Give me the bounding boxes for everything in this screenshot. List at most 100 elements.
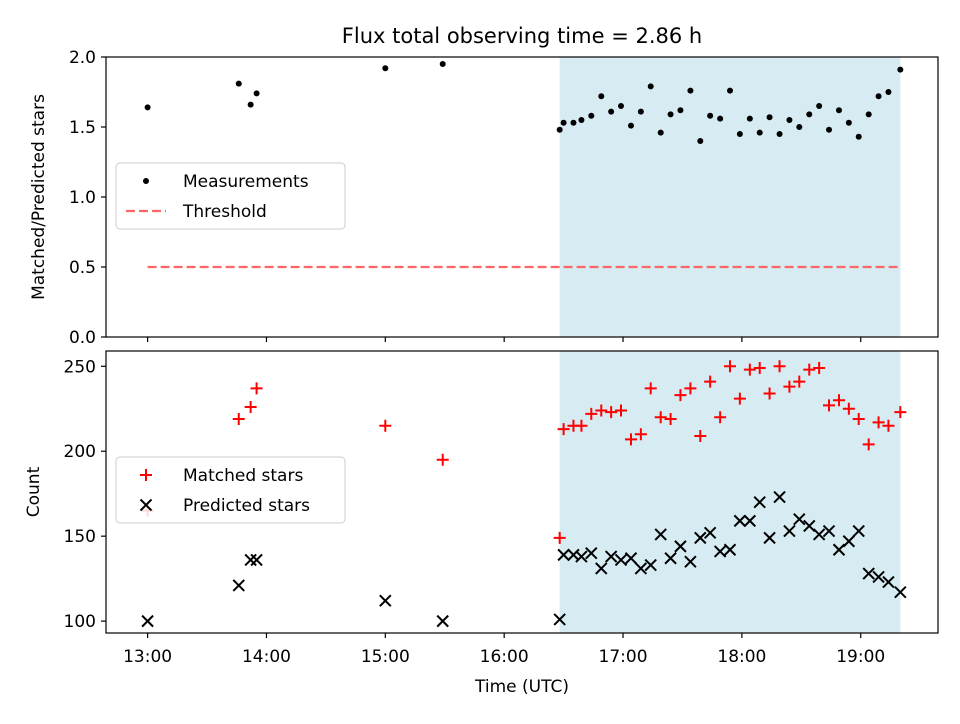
measurements-point [855, 133, 862, 140]
predicted-stars-point [872, 570, 885, 584]
measurements-point [746, 115, 753, 122]
measurements-point [766, 114, 773, 121]
legend-marker [143, 178, 149, 184]
matched-stars-point [783, 380, 796, 393]
predicted-stars-point [557, 548, 570, 562]
predicted-stars-point [595, 562, 608, 575]
predicted-stars-point [674, 540, 687, 553]
predicted-stars-point [232, 579, 245, 592]
predicted-stars-point [664, 552, 677, 565]
matched-stars-point [832, 394, 845, 407]
measurements-point [598, 93, 605, 100]
measurements-point [835, 107, 842, 114]
matched-stars-point [664, 412, 677, 425]
y-tick-label: 0.5 [69, 258, 96, 278]
matched-stars-point [634, 428, 647, 441]
measurements-point [627, 122, 634, 129]
predicted-stars-point [654, 528, 667, 541]
x-tick-label: 14:00 [242, 647, 291, 667]
predicted-stars-point [773, 490, 786, 504]
matched-stars-point [595, 404, 608, 417]
observing-window-span [559, 351, 901, 633]
y-tick-label: 200 [64, 442, 96, 462]
matched-stars-point [654, 411, 667, 424]
measurements-point [608, 108, 615, 115]
matched-stars-point [872, 416, 885, 429]
predicted-stars-point [644, 558, 657, 572]
legend-marker [140, 469, 152, 481]
measurements-point [875, 93, 882, 100]
matched-stars-point [733, 392, 746, 405]
predicted-stars-point [832, 543, 846, 556]
matched-stars-point [684, 382, 697, 395]
measurements-point [786, 117, 793, 123]
predicted-stars-point [743, 514, 757, 528]
measurements-point [806, 111, 813, 118]
observing-window-span [559, 57, 901, 337]
x-tick-label: 16:00 [480, 647, 529, 667]
y-tick-label: 250 [64, 357, 96, 377]
measurements-point [677, 107, 684, 114]
measurements-point [618, 103, 625, 109]
y-tick-label: 0.0 [69, 328, 96, 348]
bottom-y-axis-label: Count [24, 466, 44, 517]
measurements-point [657, 129, 664, 136]
predicted-stars-point [244, 553, 257, 567]
legend-box [115, 162, 346, 230]
matched-stars-point [244, 401, 257, 414]
predicted-stars-point [614, 553, 628, 567]
matched-stars-point [743, 363, 756, 376]
predicted-stars-point [753, 495, 766, 509]
matched-stars-point [615, 404, 628, 417]
measurements-point [736, 131, 743, 137]
matched-stars-point [624, 433, 637, 446]
x-tick-label: 13:00 [123, 647, 172, 667]
matched-stars-point [724, 360, 736, 373]
predicted-stars-point [436, 614, 449, 628]
measurements-point [707, 112, 714, 119]
chart-title: Flux total observing time = 2.86 h [342, 24, 702, 48]
matched-stars-point [763, 387, 776, 400]
predicted-stars-point [852, 524, 865, 538]
measurements-point [556, 126, 563, 133]
measurements-point [826, 126, 833, 133]
measurements-point [560, 119, 567, 126]
measurements-point [717, 115, 724, 122]
predicted-stars-point [822, 524, 836, 538]
legend-label: Measurements [183, 172, 309, 192]
matched-stars-point [704, 375, 717, 388]
top-y-axis-label: Matched/Predicted stars [29, 94, 49, 300]
matched-stars-point [773, 360, 786, 373]
predicted-stars-point [553, 613, 566, 626]
measurements-point [144, 104, 151, 111]
legend-label: Threshold [182, 202, 267, 222]
matched-stars-point [894, 406, 907, 419]
predicted-stars-point [733, 514, 747, 528]
matched-stars-point [379, 419, 392, 432]
matched-stars-point [557, 423, 570, 436]
y-tick-label: 2.0 [69, 48, 96, 68]
measurements-point [727, 87, 733, 94]
measurements-point [647, 83, 654, 90]
matched-stars-point [714, 411, 727, 424]
matched-stars-point [553, 531, 566, 544]
measurements-point [235, 80, 242, 87]
matched-stars-point [753, 361, 766, 374]
measurements-point [247, 101, 254, 108]
predicted-stars-point [723, 543, 737, 556]
matched-stars-point [250, 382, 263, 395]
predicted-stars-point [624, 552, 638, 565]
predicted-stars-point [703, 526, 717, 539]
measurements-point [756, 129, 763, 136]
predicted-stars-point [812, 528, 826, 541]
matched-stars-point [882, 419, 895, 432]
measurements-point [897, 66, 904, 73]
matched-stars-point [674, 389, 687, 402]
x-tick-label: 15:00 [361, 647, 410, 667]
legend-label: Matched stars [183, 466, 303, 486]
matched-stars-point [813, 361, 826, 374]
measurements-point [816, 103, 823, 109]
matched-stars-point [852, 412, 865, 425]
predicted-stars-point [604, 550, 618, 563]
predicted-stars-point [842, 535, 856, 548]
